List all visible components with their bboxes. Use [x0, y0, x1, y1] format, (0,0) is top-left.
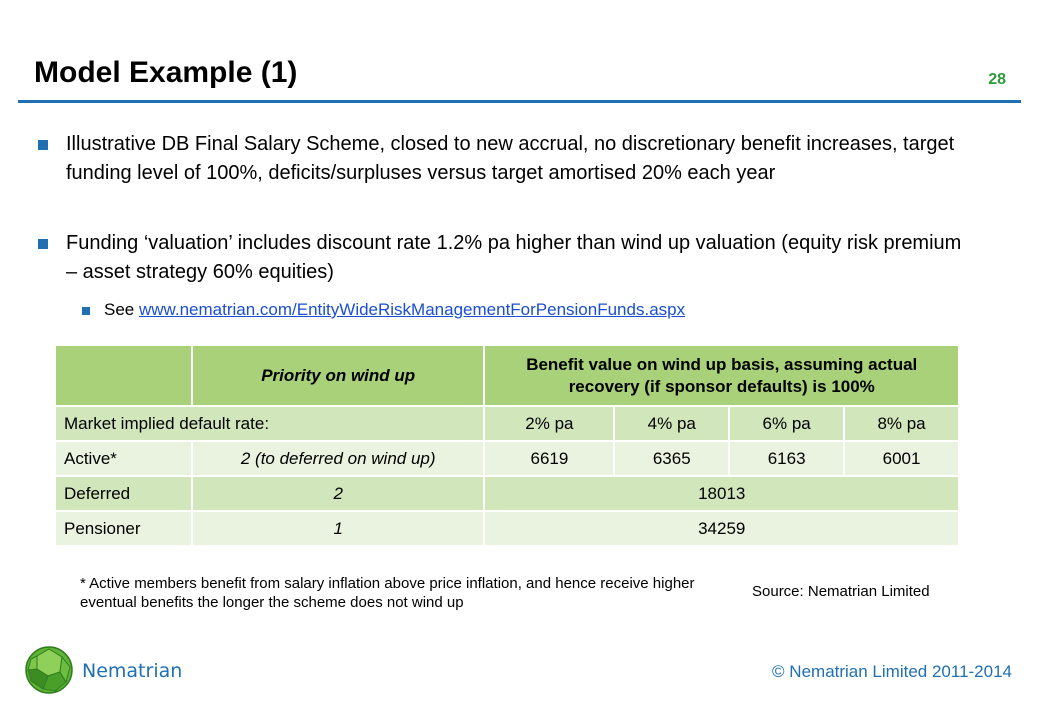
value-cell: 6001: [844, 441, 960, 477]
table-row: Pensioner 1 34259: [56, 511, 960, 547]
header-priority: Priority on wind up: [191, 346, 486, 407]
rate-cell: 2% pa: [484, 406, 616, 442]
bullet-text: Funding ‘valuation’ includes discount ra…: [66, 232, 962, 283]
row-label: Active*: [56, 441, 193, 477]
value-cell: 6365: [614, 441, 731, 477]
table-row: Active* 2 (to deferred on wind up) 6619 …: [56, 441, 960, 477]
slide-title: Model Example (1): [34, 56, 298, 89]
value-cell: 6163: [729, 441, 846, 477]
copyright: © Nematrian Limited 2011-2014: [772, 662, 1012, 681]
priority-cell: 1: [191, 511, 486, 547]
header-benefit-value: Benefit value on wind up basis, assuming…: [484, 346, 960, 407]
value-cell: 6619: [484, 441, 616, 477]
sub-bullet-text: See www.nematrian.com/EntityWideRiskMana…: [104, 300, 685, 320]
square-bullet-icon: [38, 239, 48, 249]
default-rate-label: Market implied default rate:: [56, 406, 486, 442]
nematrian-link[interactable]: www.nematrian.com/EntityWideRiskManageme…: [138, 300, 686, 319]
page-number: 28: [988, 71, 1006, 88]
square-bullet-icon: [38, 140, 48, 150]
value-cell: 18013: [484, 476, 960, 512]
footnote: * Active members benefit from salary inf…: [80, 575, 695, 611]
title-divider: [18, 100, 1021, 103]
source-note: Source: Nematrian Limited: [752, 583, 930, 600]
value-cell: 34259: [484, 511, 960, 547]
bullet-text: Illustrative DB Final Salary Scheme, clo…: [66, 133, 955, 184]
priority-cell: 2 (to deferred on wind up): [191, 441, 486, 477]
rate-cell: 4% pa: [614, 406, 731, 442]
square-bullet-icon: [82, 307, 90, 315]
table-header-row: Priority on wind up Benefit value on win…: [56, 346, 960, 407]
rate-cell: 8% pa: [844, 406, 960, 442]
benefit-table: Priority on wind up Benefit value on win…: [56, 346, 960, 547]
header-cell-blank: [56, 346, 193, 407]
nematrian-logo-icon: [25, 646, 73, 694]
rate-cell: 6% pa: [729, 406, 846, 442]
row-label: Pensioner: [56, 511, 193, 547]
sub-bullet-prefix: See: [104, 300, 139, 319]
row-label: Deferred: [56, 476, 193, 512]
brand-name: Nematrian: [82, 660, 183, 682]
table-row: Market implied default rate: 2% pa 4% pa…: [56, 406, 960, 442]
table-row: Deferred 2 18013: [56, 476, 960, 512]
priority-cell: 2: [191, 476, 486, 512]
